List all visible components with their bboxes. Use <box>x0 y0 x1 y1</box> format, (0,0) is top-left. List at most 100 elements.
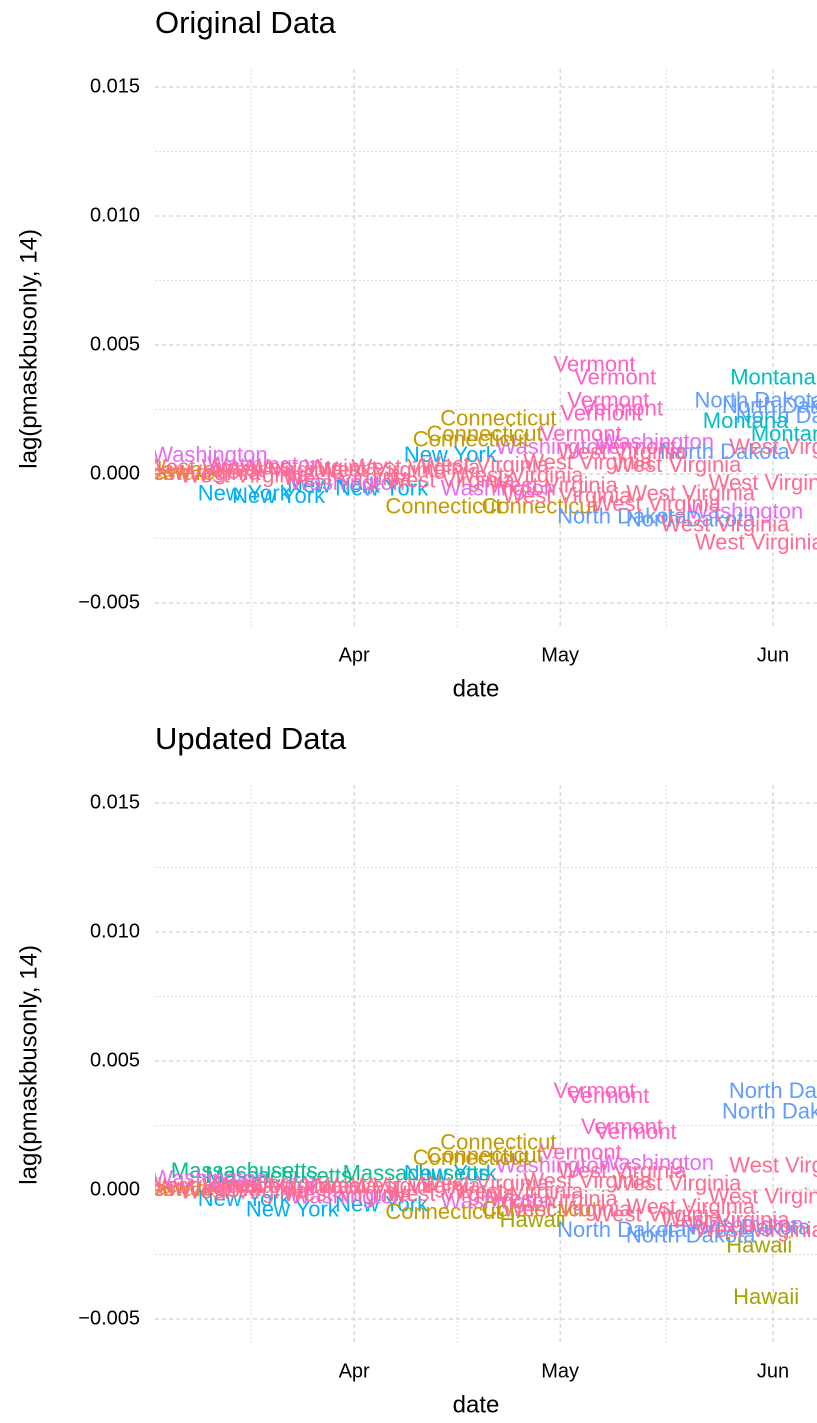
point-label: West Virginia <box>455 1178 585 1203</box>
point-label: West Virginia <box>420 452 550 477</box>
point-label: West Virginia <box>352 1173 482 1198</box>
point-label: North Dakota <box>626 506 756 531</box>
point-label: West Virginia <box>386 468 516 493</box>
point-label: West Virginia <box>695 1217 817 1242</box>
point-label: Vermont <box>567 388 649 413</box>
x-axis-label: date <box>453 1391 500 1418</box>
point-label: Delaware <box>122 460 215 485</box>
point-label: Delaware <box>129 1173 222 1198</box>
point-label: Washington <box>290 1184 405 1209</box>
y-tick-label: 0.015 <box>90 75 140 97</box>
point-label: Washington <box>599 1150 714 1175</box>
point-label: Vermont <box>560 400 642 425</box>
point-label: Montana <box>751 421 817 446</box>
x-tick-label: Jun <box>757 644 789 666</box>
point-label: West Virginia <box>352 455 482 480</box>
point-label: West Virginia <box>214 1173 344 1198</box>
point-label: West Virginia <box>626 1194 756 1219</box>
plot-area: DelawareDelawareMassachusettsMassachuset… <box>122 1078 817 1309</box>
point-label: West Virginia <box>661 1207 791 1232</box>
point-label: Vermont <box>581 395 663 420</box>
x-tick-label: Apr <box>339 644 370 666</box>
point-label: West Virginia <box>214 457 344 482</box>
point-label: Vermont <box>554 351 636 376</box>
point-label: West Virginia <box>709 1184 817 1209</box>
point-label: Washington <box>207 1171 322 1196</box>
y-tick-label: 0.005 <box>90 333 140 355</box>
point-label: Vermont <box>567 1083 649 1108</box>
point-label: West Virginia <box>695 529 817 554</box>
point-label: New York <box>335 475 429 500</box>
y-tick-label: −0.005 <box>78 591 140 613</box>
point-label: West Virginia <box>489 1186 619 1211</box>
point-label: Montana <box>730 364 816 389</box>
point-label: Washington <box>207 452 322 477</box>
point-label: West Virginia <box>249 455 379 480</box>
point-label: North Dakota <box>722 1098 817 1123</box>
point-label: Connecticut <box>385 1199 501 1224</box>
point-label: Delaware <box>122 1176 215 1201</box>
point-label: North Dakota <box>557 504 687 529</box>
point-label: Connecticut <box>440 406 556 431</box>
point-label: West Virginia <box>626 480 756 505</box>
point-label: Washington <box>599 429 714 454</box>
point-label: West Virginia <box>558 439 688 464</box>
point-label: North Dakota <box>695 388 817 413</box>
point-label: West Virginia <box>558 1158 688 1183</box>
point-label: New York <box>246 1196 340 1221</box>
point-label: West Virginia <box>523 1168 653 1193</box>
point-label: West Virginia <box>180 462 310 487</box>
y-tick-label: 0.000 <box>90 462 140 484</box>
point-label: Massachusetts <box>171 1158 318 1183</box>
point-label: West Virginia <box>146 1173 276 1198</box>
point-label: Connecticut <box>481 1196 597 1221</box>
chart-title: Original Data <box>155 5 337 40</box>
point-label: Montana <box>703 408 789 433</box>
point-label: Washington <box>688 1212 803 1237</box>
point-label: West Virginia <box>729 434 817 459</box>
point-label: New York <box>335 1191 429 1216</box>
y-axis-label: lag(pmaskbusonly, 14) <box>15 229 42 469</box>
point-label: West Virginia <box>709 470 817 495</box>
point-label: Washington <box>441 1189 556 1214</box>
y-tick-label: 0.010 <box>90 204 140 226</box>
x-tick-label: Jun <box>757 1360 789 1382</box>
point-label: Delaware <box>129 457 222 482</box>
panel: Updated Data lag(pmaskbusonly, 14) date −0.… <box>15 721 817 1418</box>
point-label: New York <box>404 442 498 467</box>
point-label: Hawaii <box>500 1207 566 1232</box>
point-label: Connecticut <box>413 426 529 451</box>
point-label: North Dakota <box>736 403 817 428</box>
point-label: West Virginia <box>283 1181 413 1206</box>
point-label: North Dakota <box>722 393 817 418</box>
point-label: West Virginia <box>489 473 619 498</box>
point-label: Connecticut <box>440 1129 556 1154</box>
chart-title: Updated Data <box>155 721 347 756</box>
point-label: Hawaii <box>726 1233 792 1258</box>
point-label: West Virginia <box>613 1171 743 1196</box>
point-label: West Virginia <box>249 1173 379 1198</box>
point-label: Hawaii <box>733 1284 799 1309</box>
point-label: Washington <box>688 499 803 524</box>
point-label: Washington <box>496 434 611 459</box>
point-label: North Dakota <box>729 1078 817 1103</box>
point-label: Washington <box>290 470 405 495</box>
point-label: Washington <box>441 475 556 500</box>
point-label: New York <box>198 480 292 505</box>
point-label: West Virginia <box>132 460 262 485</box>
x-tick-label: Apr <box>339 1360 370 1382</box>
x-axis-label: date <box>453 675 500 702</box>
point-label: West Virginia <box>661 511 791 536</box>
point-label: Connecticut <box>427 1142 543 1167</box>
point-label: New York <box>198 1186 292 1211</box>
point-label: Connecticut <box>413 1145 529 1170</box>
point-label: Connecticut <box>385 493 501 518</box>
point-label: West Virginia <box>523 450 653 475</box>
point-label: New York <box>232 483 326 508</box>
point-label: Vermont <box>581 1114 663 1139</box>
point-label: Vermont <box>540 421 622 446</box>
point-label: Washington <box>152 1166 267 1191</box>
point-label: West Virginia <box>317 1173 447 1198</box>
